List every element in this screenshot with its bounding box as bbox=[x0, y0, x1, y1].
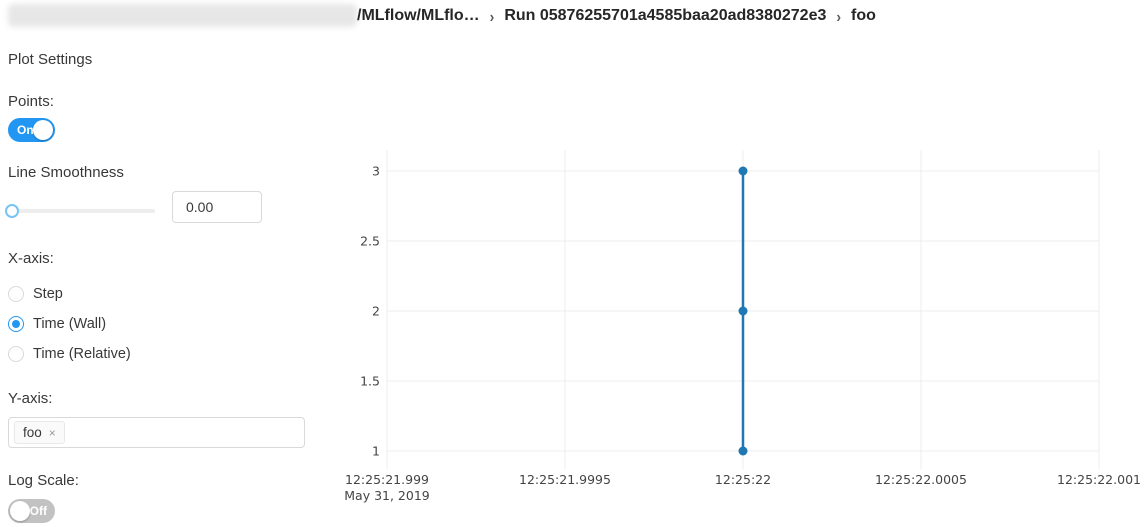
log-scale-label: Log Scale: bbox=[8, 472, 79, 489]
slider-handle[interactable] bbox=[5, 204, 19, 218]
y-axis-label: Y-axis: bbox=[8, 390, 53, 407]
metric-line-chart[interactable]: 1 1.5 2 2.5 3 12:25:21.999 May 31, 2019 12:25:2… bbox=[330, 140, 1146, 520]
radio-icon[interactable] bbox=[8, 315, 24, 332]
svg-text:12:25:21.999: 12:25:21.999 bbox=[345, 472, 429, 487]
line-smoothness-slider[interactable] bbox=[5, 202, 155, 220]
radio-step[interactable]: Step bbox=[8, 285, 63, 302]
y-axis-metric-select[interactable]: foo × bbox=[8, 417, 305, 448]
breadcrumb-metric-current: foo bbox=[851, 7, 876, 24]
log-scale-toggle-state-label: Off bbox=[29, 504, 47, 518]
chevron-right-icon: › bbox=[836, 6, 842, 26]
svg-text:2.5: 2.5 bbox=[360, 234, 380, 249]
svg-text:1.5: 1.5 bbox=[360, 374, 380, 389]
log-scale-toggle[interactable]: Off bbox=[8, 499, 55, 523]
svg-text:12:25:22.0005: 12:25:22.0005 bbox=[875, 472, 967, 487]
svg-text:12:25:22: 12:25:22 bbox=[715, 472, 771, 487]
close-icon[interactable]: × bbox=[48, 425, 56, 440]
toggle-knob bbox=[33, 120, 53, 140]
svg-text:12:25:21.9995: 12:25:21.9995 bbox=[519, 472, 611, 487]
svg-text:12:25:22.001: 12:25:22.001 bbox=[1057, 472, 1141, 487]
chevron-right-icon: › bbox=[489, 6, 495, 26]
slider-track[interactable] bbox=[12, 209, 155, 213]
radio-time-wall-label: Time (Wall) bbox=[33, 315, 107, 332]
svg-text:2: 2 bbox=[372, 304, 380, 319]
breadcrumb-run-link[interactable]: Run 05876255701a4585baa20ad8380272e3 bbox=[504, 7, 827, 24]
points-label: Points: bbox=[8, 93, 54, 110]
svg-text:3: 3 bbox=[372, 164, 380, 179]
metric-tag-label: foo bbox=[23, 425, 42, 440]
radio-icon[interactable] bbox=[8, 285, 24, 302]
radio-time-wall[interactable]: Time (Wall) bbox=[8, 315, 106, 332]
breadcrumb: /MLflow/MLflo… › Run 05876255701a4585baa… bbox=[357, 3, 876, 29]
svg-text:May 31, 2019: May 31, 2019 bbox=[344, 488, 430, 503]
radio-step-label: Step bbox=[33, 285, 63, 302]
radio-icon[interactable] bbox=[8, 345, 24, 362]
radio-time-relative[interactable]: Time (Relative) bbox=[8, 345, 131, 362]
plot-settings-title: Plot Settings bbox=[8, 51, 93, 68]
radio-time-relative-label: Time (Relative) bbox=[33, 345, 131, 362]
metric-tag-foo: foo × bbox=[14, 421, 65, 444]
breadcrumb-experiment-link[interactable]: /MLflow/MLflo… bbox=[357, 7, 480, 24]
svg-text:1: 1 bbox=[372, 444, 380, 459]
toggle-knob bbox=[10, 501, 30, 521]
line-smoothness-label: Line Smoothness bbox=[8, 164, 124, 181]
points-toggle-state-label: On bbox=[17, 123, 34, 137]
line-smoothness-input[interactable]: 0.00 bbox=[172, 191, 262, 223]
x-axis-label: X-axis: bbox=[8, 250, 54, 267]
points-toggle[interactable]: On bbox=[8, 118, 55, 142]
redacted-breadcrumb-segment[interactable] bbox=[8, 4, 357, 27]
